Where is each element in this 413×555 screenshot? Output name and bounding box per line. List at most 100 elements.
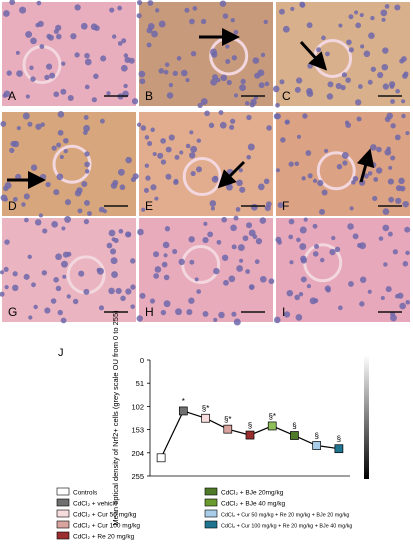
nucleus [63, 137, 69, 144]
point-annotation: § [292, 422, 296, 431]
nucleus [184, 7, 190, 13]
nucleus [166, 92, 174, 99]
nucleus [342, 160, 348, 166]
legend-label: CdCl₂ + vehicle [73, 501, 118, 508]
nucleus [61, 226, 66, 231]
nucleus [302, 113, 308, 119]
legend-label: CdCl₂ + Cur 50 mg/kg + Re 20 mg/kg + BJe… [221, 513, 349, 519]
nucleus [144, 135, 150, 140]
nucleus [108, 229, 116, 237]
nucleus [390, 155, 396, 161]
nucleus [132, 173, 139, 180]
nucleus [83, 219, 90, 225]
nucleus [384, 116, 391, 123]
nucleus [247, 143, 255, 151]
nucleus [162, 241, 170, 249]
nucleus [66, 251, 72, 257]
nucleus [23, 193, 30, 200]
nucleus [341, 151, 349, 159]
nucleus [16, 70, 23, 77]
nucleus [93, 73, 99, 80]
nucleus [216, 239, 222, 245]
nucleus [306, 22, 313, 29]
nucleus [62, 274, 67, 279]
nucleus [153, 273, 160, 279]
nucleus [300, 276, 307, 283]
nucleus [25, 94, 30, 99]
nucleus [238, 168, 243, 173]
nucleus [140, 125, 147, 131]
nucleus [190, 170, 196, 177]
nucleus [143, 187, 149, 193]
panel-label: E [145, 199, 153, 213]
nucleus [299, 226, 307, 234]
nucleus [352, 233, 359, 240]
nucleus [178, 258, 185, 266]
nucleus [168, 82, 174, 88]
nucleus [213, 267, 220, 275]
nucleus [357, 84, 363, 89]
nucleus [118, 228, 124, 234]
nucleus [15, 50, 20, 55]
nucleus [108, 287, 115, 295]
nucleus [38, 213, 43, 218]
nucleus [139, 292, 146, 299]
nucleus [165, 173, 172, 180]
nucleus [53, 189, 60, 196]
nucleus [316, 47, 322, 53]
legend-label: CdCl₂ + Cur 50 mg/kg [73, 512, 137, 519]
nucleus [347, 223, 354, 230]
nucleus [367, 289, 372, 294]
nucleus [295, 314, 303, 321]
nucleus [0, 194, 8, 202]
nucleus [4, 181, 12, 189]
nucleus [298, 291, 304, 297]
nucleus [259, 275, 267, 283]
nucleus [216, 77, 221, 83]
nucleus [189, 130, 194, 135]
nucleus [210, 206, 215, 211]
micrograph: C [272, 1, 410, 108]
nucleus [377, 71, 384, 79]
nucleus [145, 175, 151, 181]
nucleus [56, 33, 62, 40]
nucleus [6, 70, 12, 76]
nucleus [244, 101, 250, 106]
nucleus [233, 215, 239, 221]
nucleus [279, 79, 285, 85]
legend-label: Controls [73, 490, 98, 497]
nucleus [388, 196, 395, 203]
nucleus [340, 84, 346, 91]
nucleus [213, 175, 218, 181]
nucleus [395, 88, 400, 94]
nucleus [9, 147, 15, 154]
nucleus [394, 4, 401, 11]
micrograph: G [0, 215, 136, 324]
nucleus [249, 285, 254, 290]
nucleus [306, 90, 314, 97]
nucleus [23, 273, 30, 280]
nucleus [160, 309, 167, 316]
micrograph: I [274, 217, 411, 324]
nucleus [327, 81, 334, 88]
nucleus [90, 23, 98, 31]
nucleus [387, 231, 393, 237]
nucleus [123, 83, 128, 89]
nucleus [355, 22, 362, 29]
nucleus [33, 304, 38, 310]
nucleus [84, 52, 90, 59]
nucleus [221, 254, 229, 261]
nucleus [4, 239, 10, 245]
nucleus [130, 304, 136, 309]
point-annotation: § [248, 421, 252, 430]
nucleus [29, 65, 34, 70]
nucleus [74, 4, 81, 11]
nucleus [64, 199, 72, 206]
nucleus [319, 208, 326, 215]
nucleus [314, 243, 319, 249]
nucleus [255, 238, 263, 245]
nucleus [367, 171, 373, 176]
nucleus [359, 12, 364, 18]
nucleus [15, 173, 22, 180]
micrograph: E [137, 110, 273, 216]
